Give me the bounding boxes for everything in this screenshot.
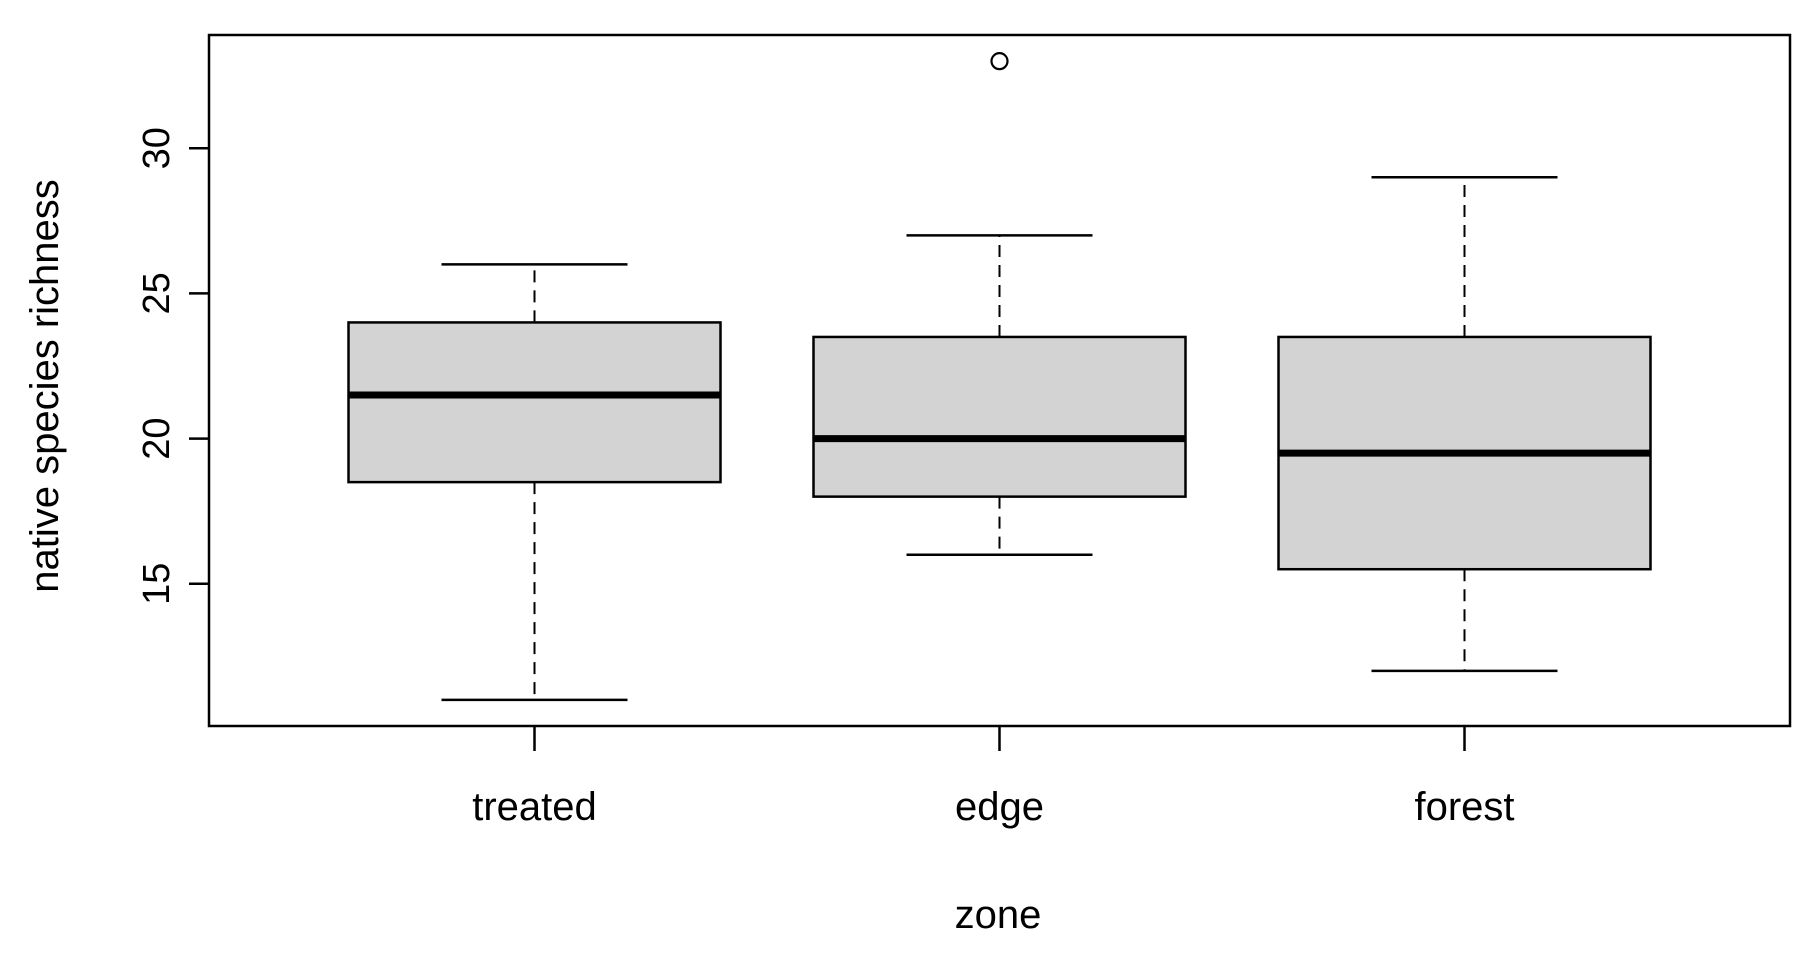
y-axis-title: native species richness	[23, 179, 67, 593]
outlier-point-edge	[990, 52, 1009, 71]
box-edge	[812, 335, 1187, 498]
x-tick-label-edge: edge	[955, 785, 1044, 829]
plot-area: 15 20 25 30 treated edge forest	[136, 33, 1792, 829]
x-tick-label-forest: forest	[1414, 785, 1514, 829]
y-tick-label: 15	[136, 563, 178, 605]
x-axis-title: zone	[955, 893, 1042, 937]
y-tick-label: 30	[136, 127, 178, 169]
box-treated	[347, 321, 722, 484]
y-tick-label: 20	[136, 417, 178, 459]
x-tick-label-treated: treated	[472, 785, 597, 829]
y-tick-label: 25	[136, 272, 178, 314]
